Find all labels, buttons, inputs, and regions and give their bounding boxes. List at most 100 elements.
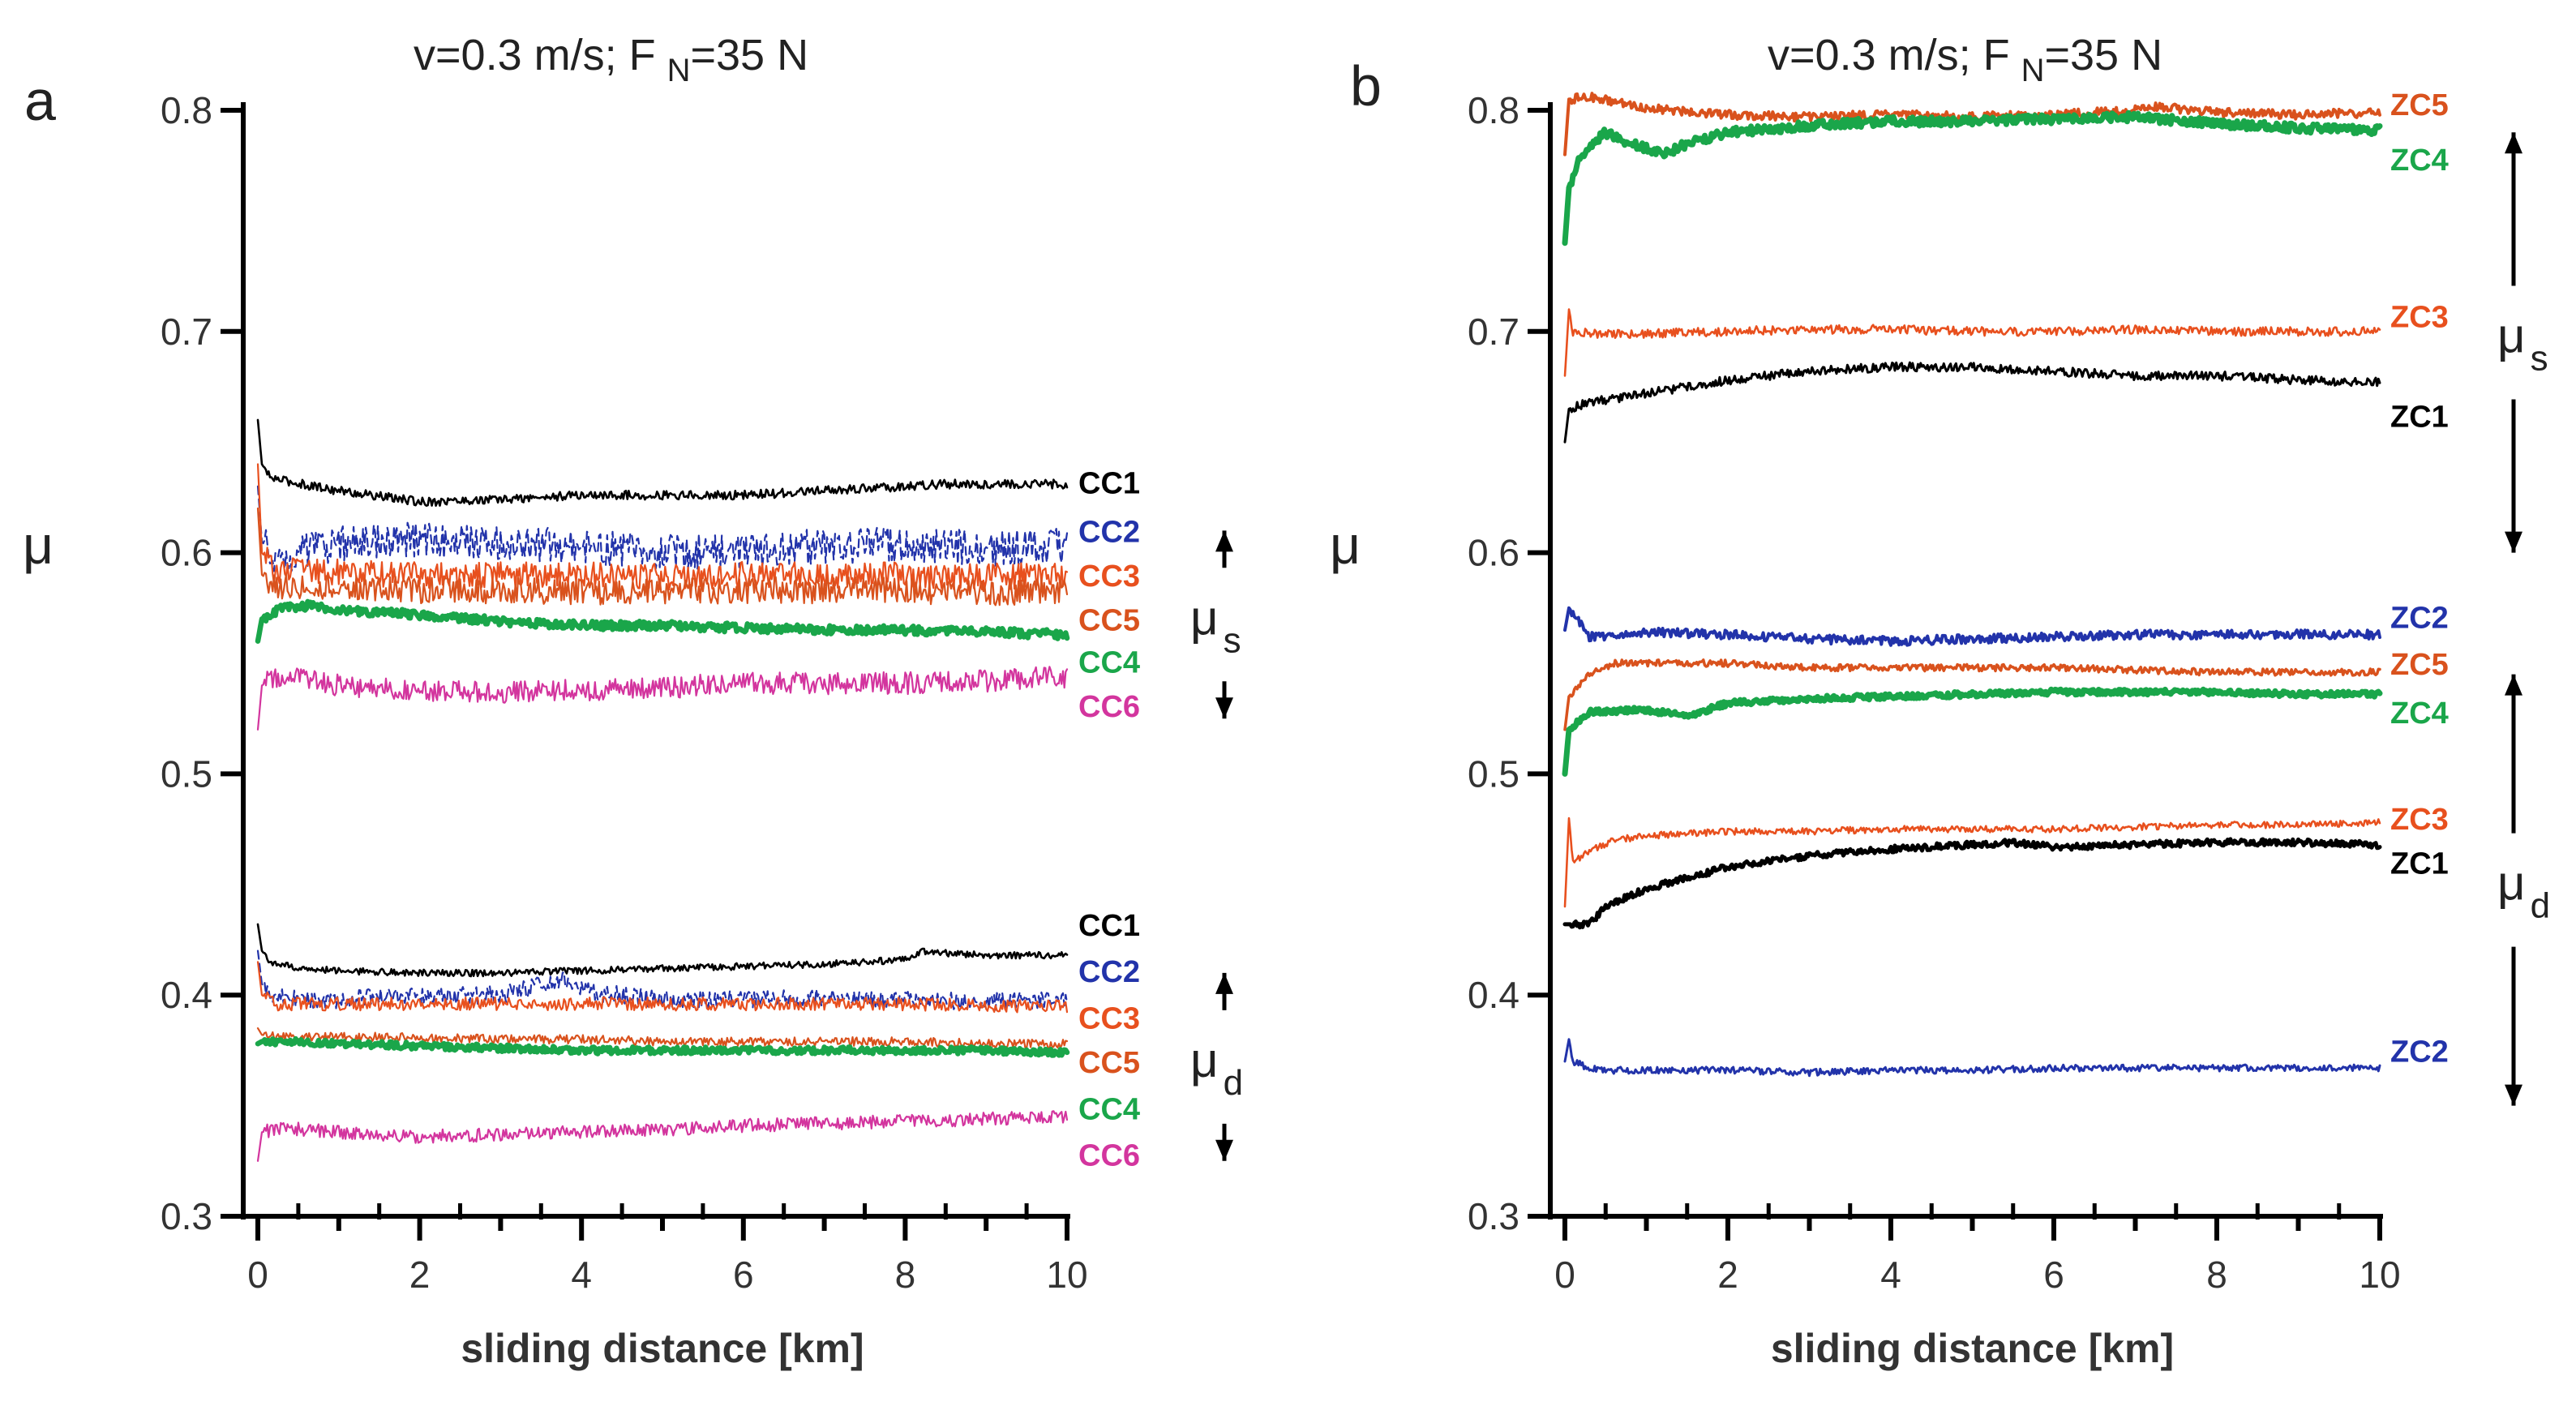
arrow-down-icon [1215, 697, 1233, 719]
arrow-up-icon [1215, 972, 1233, 994]
series-label-zc1: ZC1 [2390, 847, 2449, 881]
series-label-cc4: CC4 [1078, 1092, 1140, 1126]
series-label-cc2: CC2 [1078, 515, 1140, 549]
chart-title-subscript: N [2021, 53, 2045, 88]
x-tick-label: 6 [733, 1254, 754, 1296]
series-label-cc6: CC6 [1078, 1139, 1140, 1173]
y-tick-label: 0.3 [1468, 1195, 1519, 1237]
series-label-zc5: ZC5 [2390, 648, 2449, 682]
chart-panel-b: b v=0.3 m/s; F N=35 N μ sliding distance [km… [1330, 31, 2550, 1371]
y-tick-label: 0.6 [1468, 532, 1519, 574]
chart-title-main: v=0.3 m/s; F [414, 31, 656, 79]
y-tick-label: 0.4 [1468, 974, 1519, 1016]
chart-title-end: =35 N [690, 31, 808, 79]
y-tick-label: 0.5 [1468, 752, 1519, 795]
series-line-cc6 [256, 666, 1069, 731]
series-label-cc3: CC3 [1078, 1001, 1140, 1035]
y-axis-label: μ [1330, 515, 1361, 575]
series-line-zc4 [1562, 686, 2383, 777]
chart-title: v=0.3 m/s; F N=35 N [1768, 31, 2162, 88]
series-line-cc4 [255, 1035, 1070, 1058]
series-label-zc4: ZC4 [2390, 144, 2449, 178]
series-line-zc5 [1563, 92, 2381, 156]
series-label-cc2: CC2 [1078, 955, 1140, 989]
series-label-cc3: CC3 [1078, 559, 1140, 594]
bracket-label-subscript: d [1224, 1063, 1243, 1103]
x-tick-label: 8 [895, 1254, 916, 1296]
series-line-cc4 [255, 598, 1070, 644]
bracket-label-mu: μ [2497, 308, 2526, 362]
series-line-cc1 [256, 418, 1069, 507]
series-line-cc5 [256, 1027, 1069, 1049]
y-tick-label: 0.8 [161, 89, 212, 131]
y-tick-label: 0.3 [161, 1195, 212, 1237]
x-tick-label: 10 [2359, 1254, 2400, 1296]
panel-label: a [24, 69, 56, 132]
series-label-zc2: ZC2 [2390, 602, 2449, 636]
x-tick-label: 2 [409, 1254, 431, 1296]
bracket-label-mu: μ [1190, 590, 1219, 645]
arrow-up-icon [2505, 674, 2522, 696]
x-tick-label: 2 [1717, 1254, 1738, 1296]
series-line-cc3 [256, 961, 1069, 1014]
chart-title-end: =35 N [2044, 31, 2162, 79]
x-tick-label: 4 [1880, 1254, 1901, 1296]
series-label-zc2: ZC2 [2390, 1035, 2449, 1069]
x-tick-label: 0 [1554, 1254, 1575, 1296]
chart-title: v=0.3 m/s; F N=35 N [414, 31, 808, 88]
series-line-cc2 [256, 949, 1069, 1011]
bracket-label-subscript: d [2531, 886, 2550, 926]
panel-label: b [1350, 54, 1382, 118]
x-tick-label: 6 [2043, 1254, 2064, 1296]
series-line-zc4 [1562, 109, 2383, 246]
series-label-zc5: ZC5 [2390, 88, 2449, 122]
y-tick-label: 0.5 [161, 752, 212, 795]
x-tick-label: 8 [2206, 1254, 2227, 1296]
x-axis-label: sliding distance [km] [461, 1326, 864, 1371]
arrow-down-icon [1215, 1139, 1233, 1161]
x-axis-label: sliding distance [km] [1771, 1326, 2174, 1371]
series-label-zc4: ZC4 [2390, 697, 2449, 731]
series-label-cc1: CC1 [1078, 909, 1140, 943]
series-line-cc1 [256, 923, 1069, 978]
series-line-zc3 [1563, 308, 2381, 377]
series-line-zc5 [1563, 658, 2381, 731]
x-tick-label: 0 [247, 1254, 268, 1296]
series-line-cc2 [256, 485, 1069, 572]
series-label-cc6: CC6 [1078, 690, 1140, 724]
series-line-zc3 [1563, 817, 2381, 908]
arrow-down-icon [2505, 1084, 2522, 1106]
series-label-cc4: CC4 [1078, 645, 1140, 679]
series-line-zc2 [1563, 606, 2381, 647]
series-line-cc6 [256, 1110, 1069, 1162]
chart-title-main: v=0.3 m/s; F [1768, 31, 2010, 79]
y-tick-label: 0.4 [161, 974, 212, 1016]
chart-title-subscript: N [667, 53, 691, 88]
y-tick-label: 0.8 [1468, 89, 1519, 131]
x-tick-label: 10 [1046, 1254, 1087, 1296]
series-line-zc1 [1563, 361, 2381, 444]
series-line-zc1 [1562, 837, 2382, 930]
arrow-down-icon [2505, 531, 2522, 553]
series-line-cc5 [256, 507, 1069, 607]
series-label-cc1: CC1 [1078, 466, 1140, 500]
y-tick-label: 0.7 [1468, 311, 1519, 353]
bracket-label-subscript: s [2531, 338, 2548, 378]
series-label-cc5: CC5 [1078, 1046, 1140, 1080]
series-line-zc2 [1563, 1038, 2381, 1078]
arrow-up-icon [1215, 530, 1233, 552]
series-label-zc1: ZC1 [2390, 400, 2449, 434]
chart-panel-a: a v=0.3 m/s; F N=35 N μ sliding distance [km… [23, 31, 1243, 1371]
series-label-zc3: ZC3 [2390, 803, 2449, 837]
series-label-cc5: CC5 [1078, 603, 1140, 637]
series-label-zc3: ZC3 [2390, 301, 2449, 335]
y-tick-label: 0.6 [161, 532, 212, 574]
bracket-label-subscript: s [1224, 620, 1241, 660]
series-line-cc3 [256, 463, 1069, 591]
arrow-up-icon [2505, 132, 2522, 154]
